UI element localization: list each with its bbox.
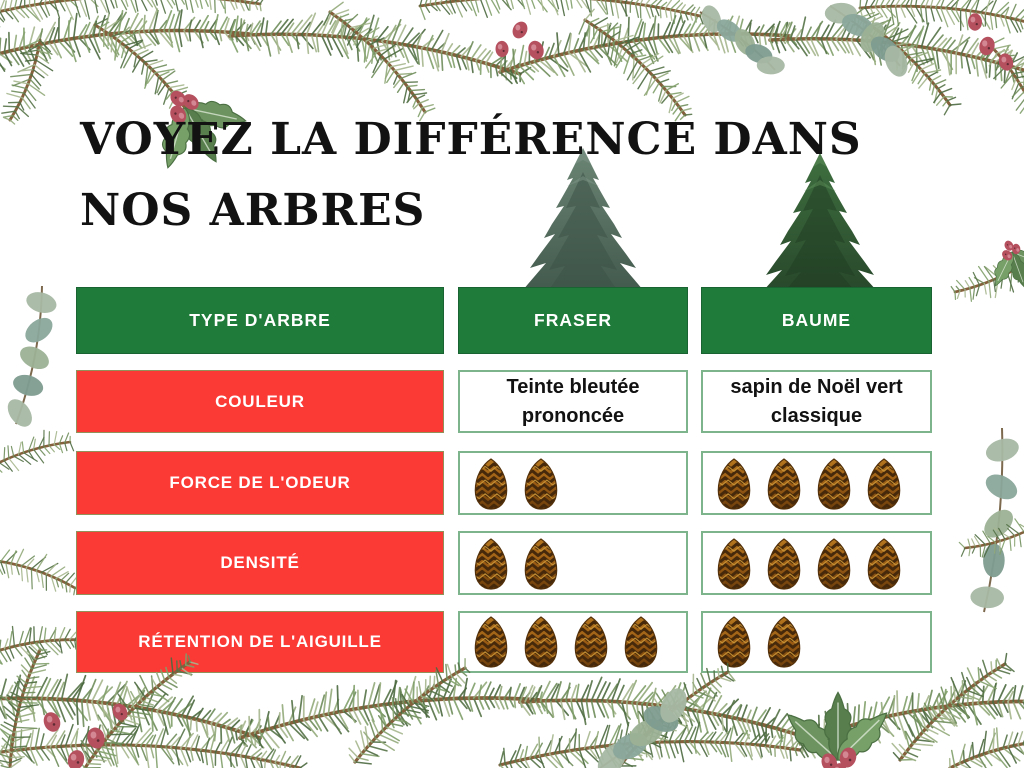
pinecone-icon — [762, 538, 806, 591]
pinecone-icon — [712, 458, 756, 511]
pinecone-icon — [812, 538, 856, 591]
baume-tree-image — [757, 153, 883, 296]
value-cell-fraser-couleur: Teinte bleutée prononcée — [458, 370, 688, 433]
rating-cell-baume-densite — [701, 531, 932, 595]
title-line-1: VOYEZ LA DIFFÉRENCE DANS — [80, 114, 862, 165]
pinecone-icon — [469, 458, 513, 511]
pinecone-icon — [469, 616, 513, 669]
row-label-densite: DENSITÉ — [76, 531, 444, 595]
rating-cell-baume-odeur — [701, 451, 932, 515]
pinecone-icon — [519, 616, 563, 669]
rating-cell-fraser-retention — [458, 611, 688, 673]
row-label-couleur: COULEUR — [76, 370, 444, 433]
pinecone-icon — [712, 616, 756, 669]
header-cell-type-arbre: TYPE D'ARBRE — [76, 287, 444, 354]
pinecone-icon — [812, 458, 856, 511]
header-cell-fraser: FRASER — [458, 287, 688, 354]
title-line-2: NOS ARBRES — [80, 185, 426, 236]
pinecone-icon — [519, 458, 563, 511]
pinecone-icon — [712, 538, 756, 591]
pinecone-icon — [762, 616, 806, 669]
pinecone-icon — [469, 538, 513, 591]
header-cell-baume: BAUME — [701, 287, 932, 354]
pinecone-icon — [519, 538, 563, 591]
row-label-retention-aiguille: RÉTENTION DE L'AIGUILLE — [76, 611, 444, 673]
pinecone-icon — [862, 458, 906, 511]
rating-cell-fraser-densite — [458, 531, 688, 595]
pinecone-icon — [619, 616, 663, 669]
row-label-force-odeur: FORCE DE L'ODEUR — [76, 451, 444, 515]
rating-cell-baume-retention — [701, 611, 932, 673]
rating-cell-fraser-odeur — [458, 451, 688, 515]
pinecone-icon — [762, 458, 806, 511]
value-cell-baume-couleur: sapin de Noël vert classique — [701, 370, 932, 433]
pinecone-icon — [862, 538, 906, 591]
fraser-tree-image — [518, 148, 648, 296]
pinecone-icon — [569, 616, 613, 669]
page-title: VOYEZ LA DIFFÉRENCE DANS NOS ARBRES — [80, 104, 862, 246]
